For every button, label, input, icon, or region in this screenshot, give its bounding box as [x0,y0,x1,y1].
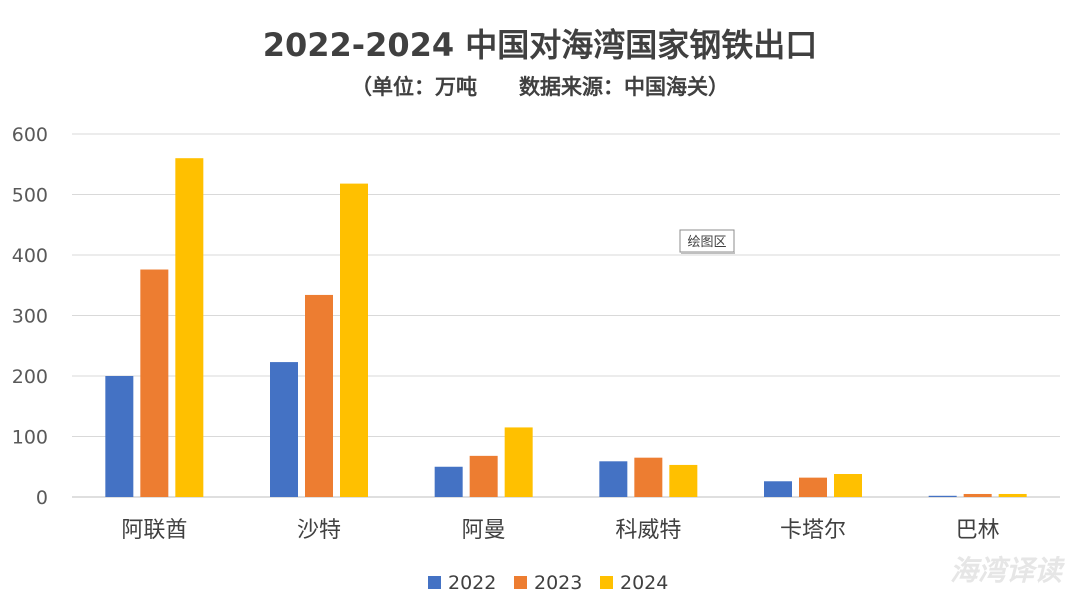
bar-2023-3 [634,457,663,497]
legend-swatch-2022 [428,576,441,589]
bar-2022-1 [270,362,298,497]
bar-2024-4 [834,474,862,497]
legend-swatch-2024 [600,576,613,589]
bar-2023-0 [140,269,169,497]
category-label: 科威特 [615,518,681,543]
chart-title: 2022-2024 中国对海湾国家钢铁出口 [263,26,818,64]
bar-2022-4 [764,481,792,497]
y-tick-label: 0 [36,487,48,509]
y-tick-label: 200 [12,366,48,388]
x-axis-categories: 阿联酋 沙特 阿曼 科威特 卡塔尔 巴林 [121,518,999,543]
legend-label: 2023 [534,572,582,594]
y-tick-label: 300 [12,306,48,328]
category-label: 巴林 [956,518,1000,543]
bars [105,158,1027,498]
bar-2022-0 [105,376,134,497]
bar-2023-2 [469,455,498,497]
category-label: 阿联酋 [121,518,187,543]
category-label: 卡塔尔 [780,518,846,543]
bar-2024-5 [998,493,1027,497]
category-label: 沙特 [297,518,341,543]
bar-2022-5 [928,495,957,497]
legend-swatch-2023 [514,576,527,589]
y-tick-label: 600 [12,124,48,146]
gridlines [72,133,1060,498]
y-axis-ticks: 0 100 200 300 400 500 600 [12,124,48,509]
bar-2024-1 [340,183,368,498]
bar-2023-4 [799,477,827,497]
watermark: 海湾译读 [950,554,1066,587]
legend: 2022 2023 2024 [428,572,668,594]
legend-label: 2022 [448,572,496,594]
y-tick-label: 500 [12,185,48,207]
category-label: 阿曼 [462,518,506,543]
bar-2024-2 [504,427,533,497]
y-tick-label: 400 [12,245,48,267]
tooltip-label: 绘图区 [687,235,726,250]
chart-subtitle: （单位：万吨 数据来源：中国海关） [351,75,729,99]
bar-2022-2 [434,466,463,497]
y-tick-label: 100 [12,427,48,449]
plot-area-tooltip: 绘图区 [679,229,735,254]
bar-2023-5 [963,493,992,497]
bar-2023-1 [305,294,333,497]
bar-2022-3 [599,461,628,497]
bar-2024-3 [669,464,698,497]
legend-label: 2024 [620,572,668,594]
bar-2024-0 [175,158,204,497]
